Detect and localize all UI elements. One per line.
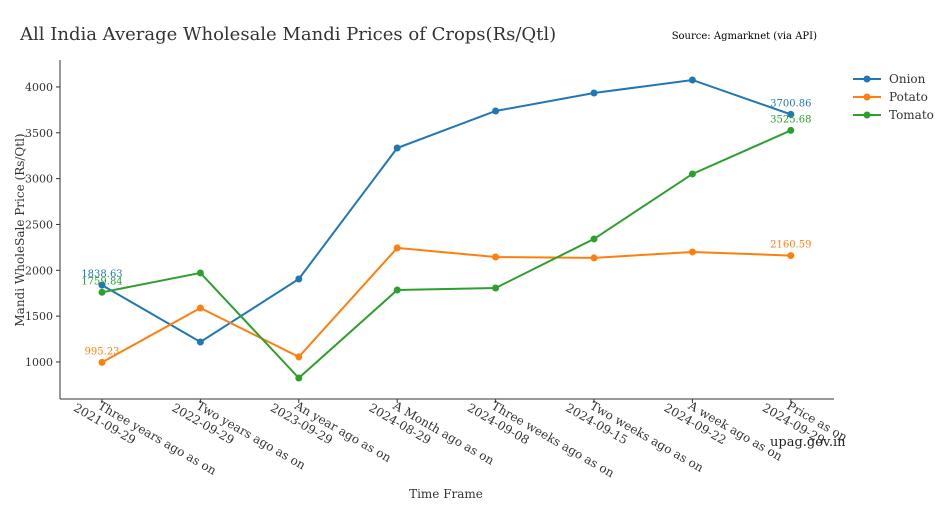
- data-point: [688, 170, 696, 178]
- data-point: [196, 338, 204, 346]
- series-tomato: 1759.84 3525.68: [81, 114, 811, 382]
- data-point: [787, 252, 795, 260]
- series-line: [101, 78, 792, 344]
- data-point: [590, 254, 598, 262]
- legend-marker: [863, 93, 871, 101]
- data-point: [492, 284, 500, 292]
- data-point: [688, 248, 696, 256]
- data-point: [787, 110, 795, 118]
- data-point: [196, 269, 204, 277]
- data-point: [98, 281, 106, 289]
- series-line: [101, 129, 792, 380]
- data-point: [492, 253, 500, 261]
- data-point: [196, 304, 204, 312]
- data-point: [98, 358, 106, 366]
- legend-entry: Tomato: [889, 108, 934, 122]
- y-tick-label: 1500: [25, 310, 53, 323]
- data-point: [590, 89, 598, 97]
- data-point: [688, 76, 696, 84]
- series-line: [101, 246, 791, 364]
- data-point: [393, 144, 401, 152]
- data-label: 1759.84: [81, 276, 122, 287]
- data-point: [393, 244, 401, 252]
- y-tick-label: 3000: [25, 173, 53, 186]
- legend-entry: Potato: [889, 90, 928, 104]
- data-point: [295, 374, 303, 382]
- data-point: [787, 126, 795, 134]
- legend-marker: [863, 111, 871, 119]
- data-point: [492, 107, 500, 115]
- y-tick-label: 1000: [25, 356, 53, 369]
- data-label: 995.23: [85, 346, 120, 357]
- y-axis-label: Mandi WholeSale Price (Rs/Qtl): [13, 133, 27, 326]
- legend: Onion Potato Tomato: [853, 72, 934, 122]
- data-point: [590, 235, 598, 243]
- y-tick-label: 3500: [25, 127, 53, 140]
- data-point: [393, 286, 401, 294]
- data-point: [98, 288, 106, 296]
- y-tick-label: 4000: [25, 81, 53, 94]
- data-label: 1838.63: [81, 269, 122, 280]
- data-label: 3700.86: [770, 98, 811, 109]
- data-label: 2160.59: [770, 240, 811, 251]
- watermark: upag.gov.in: [770, 435, 846, 450]
- chart-source: Source: Agmarknet (via API): [672, 31, 817, 42]
- x-axis-label: Time Frame: [409, 487, 483, 501]
- legend-entry: Onion: [889, 72, 926, 86]
- y-tick-label: 2500: [25, 218, 53, 231]
- series-onion: 1838.63 3700.86: [81, 76, 811, 346]
- series-potato: 995.23 2160.59: [85, 240, 811, 366]
- y-tick-label: 2000: [25, 264, 53, 277]
- legend-marker: [863, 75, 871, 83]
- chart-title: All India Average Wholesale Mandi Prices…: [19, 24, 556, 45]
- data-point: [295, 275, 303, 283]
- data-label: 3525.68: [770, 114, 811, 125]
- data-point: [295, 353, 303, 361]
